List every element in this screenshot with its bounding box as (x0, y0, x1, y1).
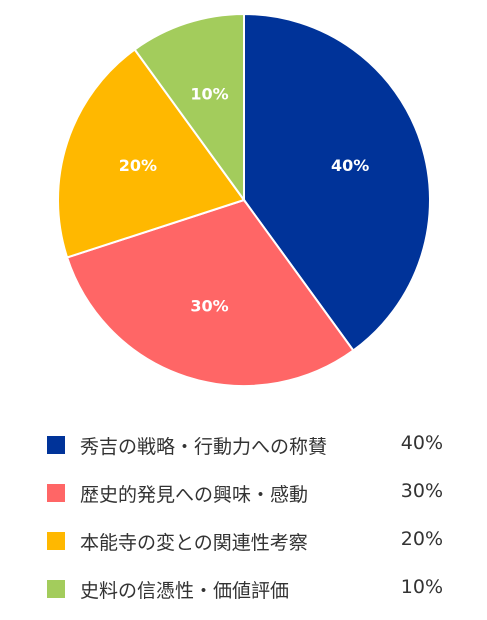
legend-item: 史料の信憑性・価値評価 10% (0, 574, 487, 604)
legend-item: 秀吉の戦略・行動力への称賛 40% (0, 430, 487, 460)
legend-value: 20% (400, 528, 443, 550)
slice-label-2: 30% (190, 297, 228, 316)
legend-swatch (47, 580, 65, 598)
legend-swatch (47, 484, 65, 502)
legend-swatch (47, 436, 65, 454)
legend-label: 本能寺の変との関連性考察 (80, 532, 308, 554)
legend-value: 40% (400, 432, 443, 454)
slice-label-3: 20% (119, 156, 157, 175)
legend-value: 30% (400, 480, 443, 502)
slice-label-4: 10% (190, 84, 228, 103)
pie-slice-1 (243, 12, 431, 352)
legend-item: 本能寺の変との関連性考察 20% (0, 526, 487, 556)
legend-label: 秀吉の戦略・行動力への称賛 (80, 436, 328, 458)
legend-label: 史料の信憑性・価値評価 (80, 580, 290, 602)
pie-slice-4 (133, 12, 245, 204)
pie-slice-2 (65, 198, 355, 387)
legend-label: 歴史的発見への興味・感動 (80, 484, 309, 506)
pie-slice-3 (57, 48, 246, 259)
pie-chart: 40% 30% 20% 10% (57, 12, 431, 387)
legend-value: 10% (400, 576, 443, 598)
slice-label-1: 40% (331, 156, 369, 175)
legend-item: 歴史的発見への興味・感動 30% (0, 478, 487, 508)
legend-swatch (47, 532, 65, 550)
